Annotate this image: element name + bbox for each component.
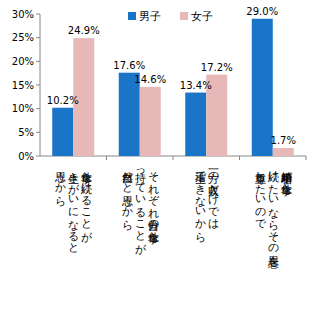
legend-swatch xyxy=(180,12,188,20)
y-tick-label: 25% xyxy=(12,32,34,43)
y-tick-label: 5% xyxy=(18,127,34,138)
data-label: 17.6% xyxy=(113,60,145,71)
data-label: 24.9% xyxy=(68,25,100,36)
x-tick xyxy=(239,156,240,160)
bars xyxy=(52,19,294,156)
x-tick xyxy=(173,156,174,160)
bar xyxy=(140,87,161,156)
y-axis xyxy=(40,14,41,156)
bar xyxy=(52,108,73,156)
y-tick-label: 30% xyxy=(12,9,34,20)
data-label: 17.2% xyxy=(201,62,233,73)
y-tick-label: 10% xyxy=(12,103,34,114)
bar xyxy=(273,148,294,156)
y-tick-label: 15% xyxy=(12,80,34,91)
x-tick xyxy=(106,156,107,160)
data-label: 29.0% xyxy=(246,6,278,17)
y-tick xyxy=(36,85,40,86)
data-label: 1.7% xyxy=(271,135,296,146)
category-label: 仕事を続けることが 生きがいになると 思うから xyxy=(54,164,93,248)
bar xyxy=(119,73,140,156)
y-tick xyxy=(36,37,40,38)
y-tick xyxy=(36,132,40,133)
chart: 0% 5% 10% 15% 20% 25% 30% 10.2% 24.9% 17.6% 14.6% 1… xyxy=(0,0,320,320)
data-label: 13.4% xyxy=(180,80,212,91)
data-label: 10.2% xyxy=(47,95,79,106)
y-tick-label: 20% xyxy=(12,56,34,67)
y-tick xyxy=(36,108,40,109)
data-label: 14.6% xyxy=(134,74,166,85)
y-tick xyxy=(36,156,40,157)
y-tick xyxy=(36,14,40,15)
legend-label: 女子 xyxy=(191,10,213,22)
x-tick xyxy=(306,156,307,160)
category-label: それぞれ自分の仕事を 持っていることが 自然だと思うから xyxy=(120,164,159,248)
category-label: 結婚相手が仕事を 続けたいならその意思を 尊重したいので xyxy=(253,164,292,260)
bar xyxy=(185,93,206,156)
y-tick-label: 0% xyxy=(18,151,34,162)
y-tick xyxy=(36,61,40,62)
chart-svg: 0% 5% 10% 15% 20% 25% 30% 10.2% 24.9% 17.6% 14.6% 1… xyxy=(0,0,320,320)
legend-label: 男子 xyxy=(139,10,161,22)
legend-swatch xyxy=(128,12,136,20)
category-label: 一方の収入だけでは 生活できないから xyxy=(193,164,219,236)
